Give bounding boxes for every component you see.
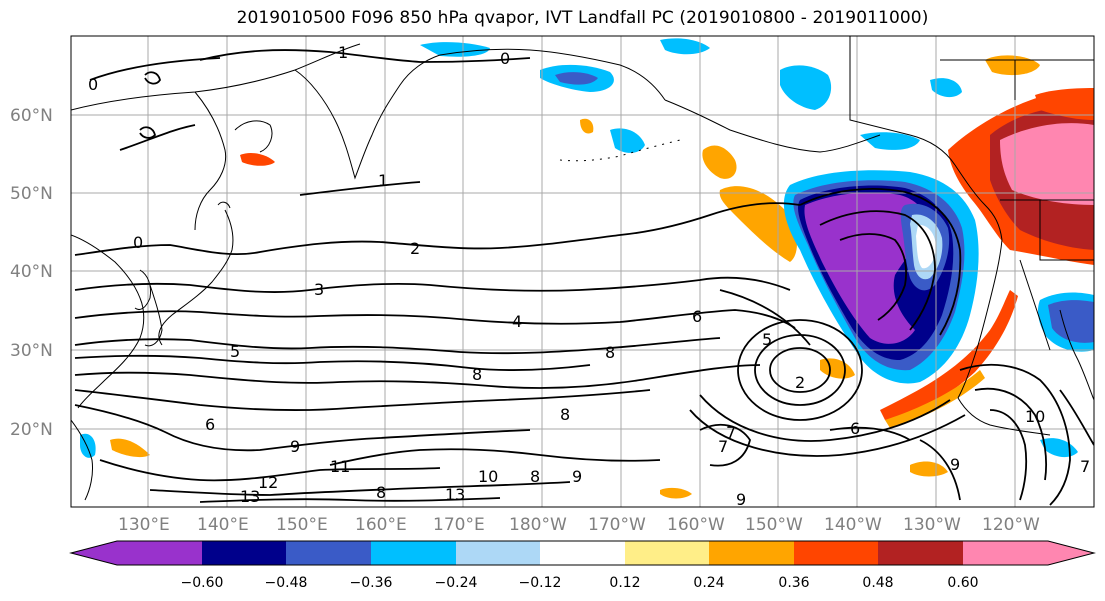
contour-label: 1	[378, 171, 388, 190]
contour-label: 6	[850, 419, 860, 438]
lon-label: 130°E	[118, 515, 170, 535]
contour-label: 0	[500, 49, 510, 68]
colorbar-tick-label: 0.24	[693, 575, 724, 591]
contour-label: 13	[240, 487, 260, 506]
contour-label: 2	[410, 239, 420, 258]
contour-label: 9	[950, 455, 960, 474]
colorbar-tick-label: −0.48	[265, 575, 308, 591]
longitude-labels: 130°E 140°E 150°E 160°E 170°E 180°W 170°…	[118, 515, 1040, 535]
contour-label: 7	[726, 423, 736, 442]
colorbar-swatch	[1048, 541, 1094, 565]
colorbar-tick-label: 0.60	[947, 575, 978, 591]
contour-label: 6	[692, 307, 702, 326]
contour-label: 7	[718, 437, 728, 456]
contour-label: 9	[736, 490, 746, 509]
contour-label: 0	[88, 75, 98, 94]
colorbar-swatch	[540, 541, 625, 565]
lon-label: 160°W	[667, 515, 725, 535]
lat-label: 30°N	[10, 341, 53, 361]
colorbar-tick-label: −0.36	[350, 575, 393, 591]
colorbar-tick-label: −0.24	[435, 575, 478, 591]
contour-labels: 1 0 0 0 1 2 3 4 5 6 8 8 5 2 6 9 7 8 10 1…	[88, 43, 1090, 509]
contour-label: 10	[1025, 407, 1045, 426]
contour-label: 9	[290, 437, 300, 456]
contour-label: 9	[572, 467, 582, 486]
lon-label: 120°W	[982, 515, 1040, 535]
contour-label: 8	[605, 343, 615, 362]
contour-label: 1	[338, 43, 348, 62]
colorbar-swatch	[71, 541, 117, 565]
colorbar-swatch	[878, 541, 963, 565]
contour-label: 7	[1080, 457, 1090, 476]
colorbar-swatch	[709, 541, 794, 565]
colorbar	[69, 540, 1096, 566]
contour-label: 11	[330, 457, 350, 476]
colorbar-swatch	[202, 541, 286, 565]
contour-label: 10	[478, 467, 498, 486]
lat-label: 50°N	[10, 184, 53, 204]
colorbar-swatch	[286, 541, 371, 565]
lon-label: 140°E	[197, 515, 249, 535]
colorbar-tick-label: 0.12	[609, 575, 640, 591]
colorbar-swatch	[456, 541, 540, 565]
colorbar-swatch	[371, 541, 456, 565]
colorbar-tick-label: −0.60	[181, 575, 224, 591]
colorbar-swatch	[117, 541, 202, 565]
map-title: 2019010500 F096 850 hPa qvapor, IVT Land…	[236, 8, 929, 28]
negative-anomaly-fill	[80, 38, 1094, 458]
lon-label: 180°W	[509, 515, 567, 535]
map-content: 1 0 0 0 1 2 3 4 5 6 8 8 5 2 6 9 7 8 10 1…	[71, 36, 1094, 509]
contour-label: 0	[133, 233, 143, 252]
lat-label: 60°N	[10, 106, 53, 126]
latitude-labels: 60°N 50°N 40°N 30°N 20°N	[10, 106, 53, 440]
contour-label: 6	[205, 415, 215, 434]
map-frame	[70, 35, 1095, 508]
qvapor-contours	[74, 49, 1094, 506]
contour-label: 5	[762, 330, 772, 349]
contour-label: 8	[472, 365, 482, 384]
colorbar-tick-label: −0.12	[519, 575, 562, 591]
lon-label: 150°E	[276, 515, 328, 535]
colorbar-labels: −0.60 −0.48 −0.36 −0.24 −0.12 0.12 0.24 …	[181, 575, 979, 591]
lon-label: 170°W	[588, 515, 646, 535]
contour-label: 3	[314, 280, 324, 299]
colorbar-tick-label: 0.36	[778, 575, 809, 591]
colorbar-swatch	[625, 541, 709, 565]
colorbar-swatch	[794, 541, 878, 565]
lat-label: 20°N	[10, 420, 53, 440]
contour-label: 12	[258, 473, 278, 492]
lon-label: 160°E	[355, 515, 407, 535]
lon-label: 140°W	[824, 515, 882, 535]
contour-label: 4	[512, 312, 522, 331]
lon-label: 150°W	[745, 515, 803, 535]
contour-label: 13	[445, 485, 465, 504]
lon-label: 170°E	[433, 515, 485, 535]
colorbar-outline	[69, 540, 1096, 566]
contour-label: 5	[230, 342, 240, 361]
lon-label: 130°W	[903, 515, 961, 535]
colorbar-swatch	[963, 541, 1048, 565]
lat-label: 40°N	[10, 262, 53, 282]
colorbar-tick-label: 0.48	[862, 575, 893, 591]
coastlines	[71, 36, 1094, 501]
contour-label: 8	[376, 483, 386, 502]
contour-label: 8	[530, 467, 540, 486]
contour-label: 2	[795, 373, 805, 392]
contour-label: 8	[560, 405, 570, 424]
